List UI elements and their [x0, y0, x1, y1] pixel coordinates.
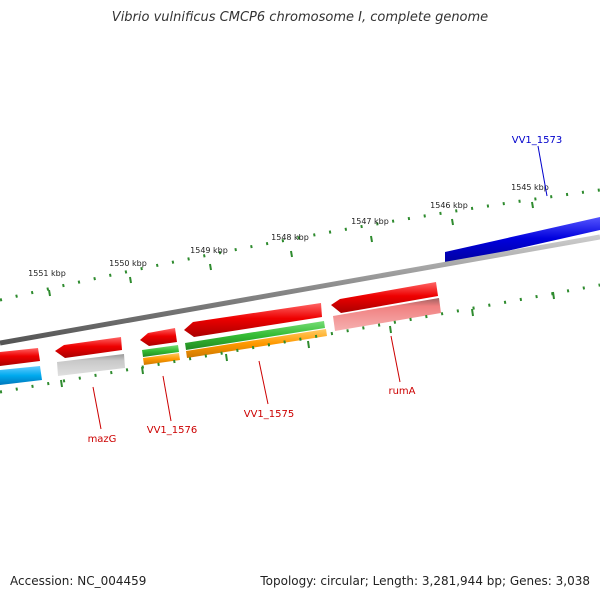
feature-pink: [333, 298, 441, 331]
tick-label-1549: 1549 kbp: [190, 246, 228, 255]
genome-backbone: [0, 234, 600, 346]
gene-label-vv1-1576[interactable]: VV1_1576: [147, 425, 198, 436]
tick-label-1545: 1545 kbp: [511, 183, 549, 192]
leader-vv1-1575: [258, 360, 269, 405]
gene-vv1-1575[interactable]: [184, 303, 322, 337]
gene-rumA[interactable]: [331, 282, 438, 313]
feature-green-1576: [142, 345, 179, 357]
genome-summary: Topology: circular; Length: 3,281,944 bp…: [260, 574, 590, 588]
tick-label-1546: 1546 kbp: [430, 201, 468, 210]
feature-cyan: [0, 366, 42, 385]
outer-major-ticks: [48, 201, 534, 297]
gene-label-rumA[interactable]: rumA: [388, 386, 415, 397]
feature-grey-mazG: [57, 354, 125, 376]
leader-vv1-1576: [162, 375, 172, 422]
reverse-cds-row: [0, 282, 438, 366]
inner-ruler-dots: [0, 283, 600, 394]
tick-label-1547: 1547 kbp: [351, 217, 389, 226]
map-title: Vibrio vulnificus CMCP6 chromosome I, co…: [111, 10, 489, 25]
gene-mazG[interactable]: [55, 337, 122, 358]
accession-label: Accession: NC_004459: [10, 574, 147, 588]
gene-label-mazG[interactable]: mazG: [88, 434, 117, 445]
leader-mazG: [92, 386, 102, 430]
gene-vv1-1573[interactable]: [445, 217, 600, 265]
leader-vv1-1573: [537, 145, 548, 197]
feature-green-1575: [185, 321, 325, 350]
leader-rumA: [390, 335, 401, 383]
gene-label-vv1-1573[interactable]: VV1_1573: [512, 135, 563, 146]
gene-vv1-1576[interactable]: [140, 328, 177, 346]
feature-orange-1576: [143, 353, 180, 365]
tick-label-1551: 1551 kbp: [28, 269, 66, 278]
feature-orange-1575: [186, 329, 327, 358]
tick-label-1550: 1550 kbp: [109, 259, 147, 268]
gene-label-vv1-1575[interactable]: VV1_1575: [244, 409, 295, 420]
inner-major-ticks: [60, 291, 555, 388]
gene-left-red[interactable]: [0, 348, 40, 366]
tick-label-1548: 1548 kbp: [271, 233, 309, 242]
